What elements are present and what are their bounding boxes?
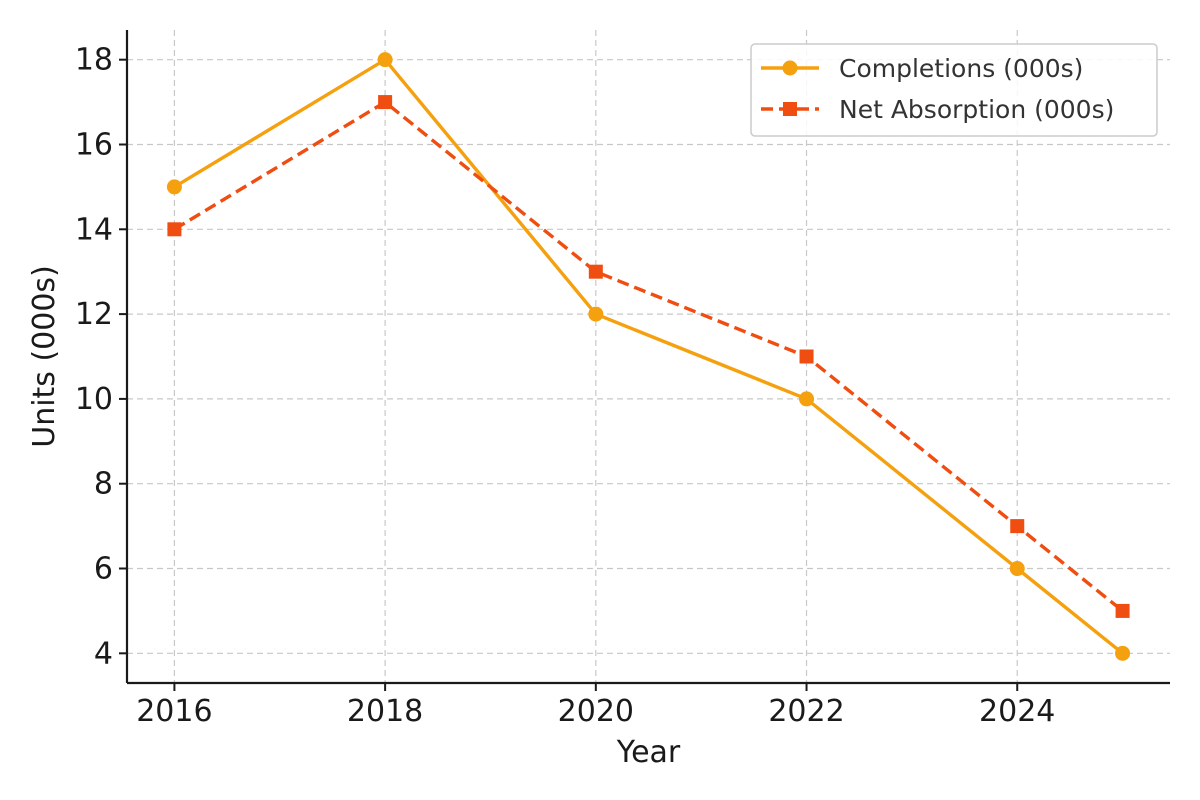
y-tick-label: 16 — [75, 127, 113, 162]
x-tick-label: 2022 — [768, 694, 844, 729]
series-lines — [166, 52, 1131, 661]
x-tick-label: 2016 — [136, 694, 212, 729]
y-tick-label: 12 — [75, 297, 113, 332]
legend-entry: Net Absorption (000s) — [761, 95, 1114, 124]
legend: Completions (000s) Net Absorption (000s) — [750, 43, 1158, 137]
x-axis-ticks: 2016 2018 2020 2022 2024 — [136, 683, 1055, 729]
data-point — [377, 52, 393, 68]
series-2 — [167, 95, 1130, 618]
y-tick-label: 4 — [94, 636, 113, 671]
series-line — [173, 58, 1124, 655]
legend-marker — [783, 102, 797, 116]
data-point — [167, 222, 182, 237]
legend-marker — [782, 60, 798, 76]
x-tick-label: 2020 — [558, 694, 634, 729]
series-line — [173, 100, 1124, 613]
legend-label: Completions (000s) — [839, 54, 1083, 83]
data-point — [1115, 645, 1131, 661]
data-point — [799, 349, 814, 364]
data-point — [588, 264, 603, 279]
series-1 — [166, 52, 1131, 661]
data-point — [378, 95, 393, 110]
x-tick-label: 2018 — [347, 694, 423, 729]
y-tick-label: 14 — [75, 212, 113, 247]
y-axis-label: Units (000s) — [27, 265, 62, 448]
data-point — [799, 391, 815, 407]
data-point — [1115, 603, 1130, 618]
data-point — [588, 306, 604, 322]
data-point — [1010, 519, 1025, 534]
legend-box — [750, 43, 1158, 137]
grid — [127, 30, 1170, 683]
y-tick-label: 6 — [94, 552, 113, 587]
y-tick-label: 8 — [94, 467, 113, 502]
legend-label: Net Absorption (000s) — [839, 95, 1114, 124]
y-axis-ticks: 4 6 8 10 12 14 16 18 — [75, 43, 127, 671]
x-tick-label: 2024 — [979, 694, 1055, 729]
axes — [125, 30, 1170, 685]
x-axis-label: Year — [616, 735, 681, 770]
legend-entry: Completions (000s) — [761, 54, 1083, 83]
data-point — [1009, 561, 1025, 577]
y-tick-label: 18 — [75, 43, 113, 78]
data-point — [166, 179, 182, 195]
y-tick-label: 10 — [75, 382, 113, 417]
